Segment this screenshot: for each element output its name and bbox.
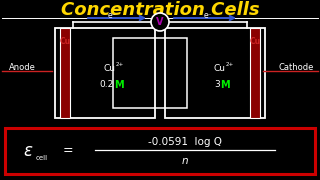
- Bar: [165, 28, 265, 118]
- Text: e⁻: e⁻: [204, 10, 212, 19]
- Text: ε: ε: [23, 142, 33, 160]
- Bar: [113, 38, 187, 108]
- Text: Cu: Cu: [104, 64, 116, 73]
- Text: =: =: [63, 145, 73, 158]
- Text: 0.2: 0.2: [100, 80, 114, 89]
- Circle shape: [151, 13, 169, 31]
- Text: n: n: [182, 156, 188, 166]
- Text: 3: 3: [214, 80, 220, 89]
- Text: Cathode: Cathode: [278, 62, 314, 71]
- Text: M: M: [114, 80, 124, 89]
- Bar: [60, 28, 70, 118]
- Text: Concentration Cells: Concentration Cells: [61, 1, 259, 19]
- Text: 2+: 2+: [116, 62, 124, 67]
- Text: M: M: [220, 80, 230, 89]
- Text: Anode: Anode: [9, 62, 36, 71]
- Text: Cu: Cu: [214, 64, 226, 73]
- Text: Cu: Cu: [249, 37, 260, 46]
- Text: Cu: Cu: [60, 37, 71, 46]
- Bar: [5, 128, 315, 174]
- Text: e⁻: e⁻: [108, 10, 116, 19]
- Bar: [250, 28, 260, 118]
- Text: -0.0591  log Q: -0.0591 log Q: [148, 137, 222, 147]
- Text: V: V: [156, 17, 164, 27]
- Bar: [55, 28, 155, 118]
- Text: cell: cell: [36, 155, 48, 161]
- Text: 2+: 2+: [226, 62, 234, 67]
